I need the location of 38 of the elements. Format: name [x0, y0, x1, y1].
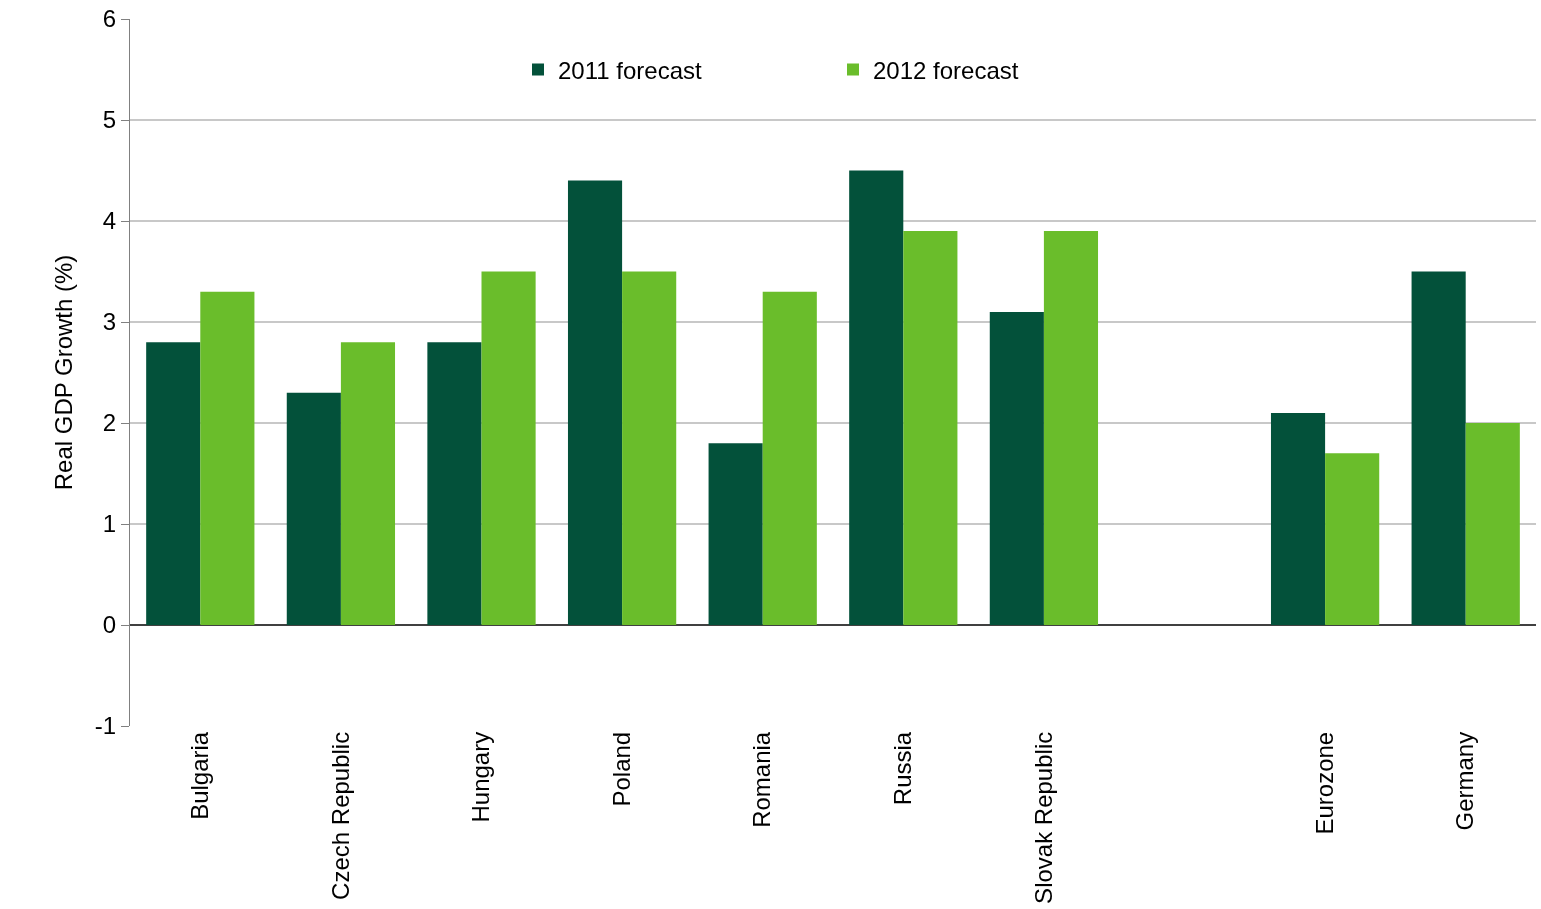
bar: [708, 443, 763, 625]
bar: [1270, 412, 1326, 625]
x-tick-label: Russia: [889, 731, 917, 806]
legend-label: 2011 forecast: [558, 56, 702, 84]
x-tick-label: Slovak Republic: [1029, 731, 1057, 904]
y-tick-label: 3: [102, 308, 117, 336]
bar: [1465, 423, 1520, 625]
bar: [1043, 231, 1099, 625]
x-tick-label: Bulgaria: [186, 731, 214, 820]
bar: [849, 170, 904, 625]
bar: [340, 342, 396, 625]
x-tick-label: Hungary: [467, 731, 495, 823]
x-tick-label: Germany: [1451, 731, 1479, 831]
x-tick-label: Romania: [748, 731, 776, 828]
legend-label: 2012 forecast: [873, 56, 1019, 84]
bar: [427, 342, 482, 625]
bar: [146, 342, 201, 625]
bar: [286, 392, 341, 625]
bar: [481, 271, 536, 625]
y-tick-label: 5: [102, 106, 117, 134]
y-tick-label: -1: [94, 712, 117, 740]
y-tick-label: 4: [102, 207, 117, 235]
y-tick-label: 0: [102, 611, 117, 639]
bar: [1325, 453, 1380, 625]
x-tick-label: Eurozone: [1310, 731, 1338, 835]
x-tick-label: Poland: [607, 731, 635, 807]
bar: [989, 311, 1044, 625]
y-tick-label: 2: [102, 409, 117, 437]
bar: [903, 231, 958, 625]
bar: [567, 180, 623, 625]
y-tick-label: 1: [102, 510, 117, 538]
y-axis-title: Real GDP Growth (%): [49, 254, 77, 491]
bar: [762, 291, 817, 625]
x-tick-label: Czech Republic: [326, 731, 354, 900]
bar: [1411, 271, 1466, 625]
y-tick-label: 6: [102, 5, 117, 33]
bar: [622, 271, 677, 625]
bar: [200, 291, 255, 625]
